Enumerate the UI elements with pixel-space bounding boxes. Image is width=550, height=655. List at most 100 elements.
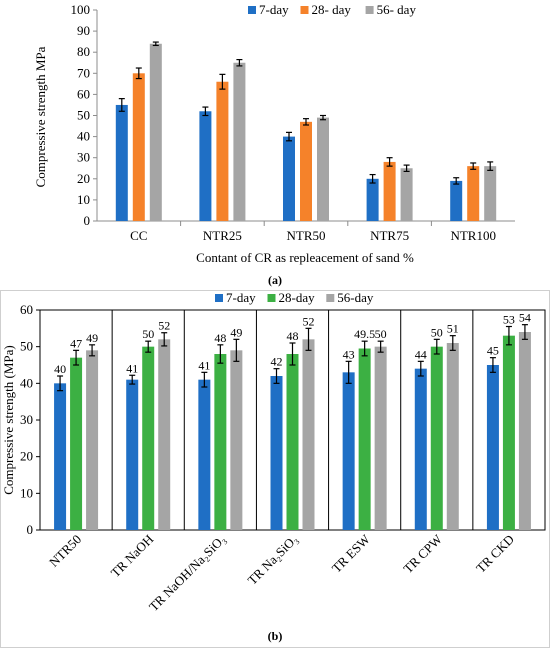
chart-a-bar [366, 178, 379, 221]
chart-b-x-tick-label: TR NaOH [108, 532, 157, 581]
chart-a-bar [484, 166, 497, 221]
chart-b: 7-day 28-day 56-day 0 10 20 30 40 50 60 NTR50 TR N… [0, 290, 550, 648]
chart-b-data-label: 52 [158, 319, 170, 333]
chart-a-legend-label: 28- day [312, 2, 352, 17]
chart-b-data-label: 41 [198, 358, 210, 372]
chart-b-y-tick-label: 10 [20, 485, 33, 500]
chart-a-bar [115, 104, 128, 221]
chart-a-x-tick-label: NTR100 [450, 228, 496, 243]
chart-b-bar [86, 350, 99, 530]
chart-a-y-tick-label: 90 [77, 23, 90, 38]
chart-b-x-tick-label: TR CPW [400, 531, 445, 576]
chart-b-y-tick-label: 50 [20, 339, 33, 354]
chart-b-bar [414, 368, 427, 530]
chart-a-legend-swatch [365, 6, 374, 14]
chart-b-y-tick-label: 60 [20, 302, 33, 317]
chart-b-bar [158, 339, 171, 530]
chart-a-x-tick-label: NTR75 [370, 228, 409, 243]
chart-b-data-label: 47 [70, 336, 82, 350]
chart-b-data-label: 54 [519, 311, 531, 325]
chart-b-bar [70, 357, 83, 530]
chart-b-data-label: 40 [54, 362, 66, 376]
chart-a-bar [317, 117, 329, 221]
chart-b-bar [446, 343, 459, 530]
chart-b-y-tick-label: 30 [20, 412, 33, 427]
chart-a-y-tick-label: 50 [77, 108, 90, 123]
chart-b-data-label: 50 [375, 327, 387, 341]
chart-a: 7-day 28- day 56- day 0 10 20 30 40 50 60 70 80 90 1… [33, 2, 515, 287]
chart-a-legend-swatch [248, 6, 256, 14]
chart-a-legend-label: 7-day [259, 2, 289, 17]
chart-b-bar [126, 379, 139, 530]
chart-a-bar [467, 166, 480, 221]
chart-a-caption: (a) [268, 273, 282, 287]
chart-b-legend-label: 28-day [279, 290, 316, 305]
chart-b-legend-swatch [215, 294, 223, 302]
chart-b-data-label: 44 [415, 347, 427, 361]
chart-b-y-tick-label: 0 [27, 522, 34, 537]
chart-b-bar [54, 383, 67, 530]
chart-a-bar [132, 73, 145, 221]
chart-a-bar [400, 168, 413, 221]
chart-b-x-tick-label: TR NaOH/Na₂SiO₃ [146, 532, 229, 615]
chart-a-x-axis-title: Contant of CR as repleacement of sand % [196, 250, 414, 265]
chart-a-bar [283, 136, 295, 221]
chart-b-x-tick-label: TR Na₂SiO₃ [245, 532, 301, 588]
chart-a-bar [199, 111, 212, 221]
chart-a-bar [149, 43, 162, 222]
chart-a-y-tick-label: 60 [77, 86, 90, 101]
chart-a-bar [300, 121, 312, 221]
chart-a-legend: 7-day 28- day 56- day [248, 2, 416, 17]
chart-b-legend: 7-day 28-day 56-day [215, 290, 374, 305]
chart-b-legend-label: 56-day [337, 290, 374, 305]
chart-b-legend-swatch [326, 294, 335, 302]
chart-a-y-tick-label: 10 [77, 192, 90, 207]
chart-b-y-tick-label: 20 [20, 449, 33, 464]
chart-b-bar [342, 372, 355, 530]
chart-b-data-label: 42 [271, 355, 283, 369]
chart-a-x-tick-label: NTR50 [287, 228, 326, 243]
chart-b-x-tick-label: NTR50 [46, 532, 84, 570]
chart-b-bar [518, 332, 531, 530]
chart-a-bar [233, 62, 246, 221]
chart-a-x-tick-label: NTR25 [203, 228, 242, 243]
chart-b-legend-label: 7-day [226, 290, 256, 305]
chart-a-legend-label: 56- day [377, 2, 417, 17]
chart-b-data-label: 49 [86, 331, 98, 345]
chart-b-y-axis-title: Compressive strength (MPa) [1, 345, 16, 494]
chart-b-data-label: 43 [343, 347, 355, 361]
chart-a-y-tick-label: 70 [77, 65, 90, 80]
chart-b-y-tick-label: 40 [20, 375, 33, 390]
chart-b-bar [198, 379, 211, 530]
chart-a-axes: 0 10 20 30 40 50 60 70 80 90 100 CC NTR25 NTR50 NTR75 N… [71, 2, 515, 243]
chart-b-bar [502, 335, 515, 530]
chart-b-x-tick-label: TR ESW [329, 531, 374, 576]
chart-b-data-label: 49.5 [354, 327, 375, 341]
chart-b-bar [358, 348, 371, 530]
chart-b-bar [302, 339, 315, 530]
chart-b-bar [486, 365, 499, 530]
chart-b-caption: (b) [268, 629, 283, 643]
chart-a-y-tick-label: 0 [84, 213, 91, 228]
chart-b-data-label: 49 [230, 325, 242, 339]
chart-b-data-label: 50 [142, 327, 154, 341]
chart-b-bar [374, 346, 387, 530]
chart-b-bar [270, 376, 283, 530]
chart-a-y-axis-title: Compressive strength MPa [33, 46, 48, 187]
chart-a-bars [115, 41, 497, 222]
chart-b-bar [214, 354, 227, 530]
chart-b-data-label: 50 [431, 325, 443, 339]
chart-b-data-label: 48 [287, 329, 299, 343]
chart-a-x-tick-label: CC [130, 228, 147, 243]
chart-a-y-tick-label: 20 [77, 171, 90, 186]
chart-b-bar [430, 346, 443, 530]
chart-b-x-tick-label: TR CKD [473, 532, 517, 576]
chart-b-data-label: 48 [214, 331, 226, 345]
chart-b-bar [286, 354, 299, 530]
chart-b-data-label: 45 [487, 344, 499, 358]
chart-a-bar [216, 81, 229, 222]
chart-b-data-label: 41 [126, 361, 138, 375]
chart-a-legend-swatch [300, 6, 309, 14]
